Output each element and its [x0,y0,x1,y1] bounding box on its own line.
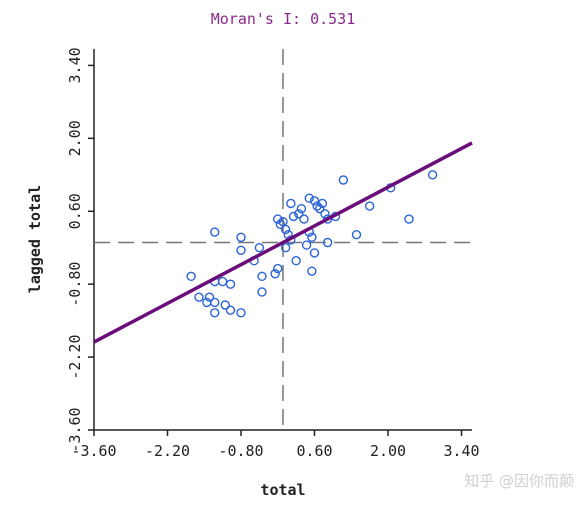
data-point [312,201,322,211]
data-point [351,229,362,240]
axes [88,49,472,436]
data-point [257,271,267,282]
data-point [236,245,246,256]
x-tick-label: -2.20 [145,442,190,460]
data-point [254,243,265,253]
data-point [225,305,236,315]
y-tick-label: 0.60 [66,193,84,229]
data-point [273,214,283,224]
data-point [210,297,220,308]
x-tick-label: 3.40 [443,442,479,460]
data-point [210,227,220,237]
data-point [236,308,246,318]
data-point [404,214,414,224]
watermark: 知乎 @因你而颠 [464,472,574,490]
x-tick-label: -3.60 [71,442,116,460]
data-point [204,292,215,302]
data-point [291,256,301,266]
data-point [315,203,325,214]
x-tick-label: 0.60 [296,442,332,460]
data-points [186,170,438,318]
data-point [322,237,333,248]
data-point [273,263,283,274]
x-tick-label: 2.00 [370,442,406,460]
data-point [317,198,328,209]
data-point [338,175,349,185]
data-point [320,209,330,219]
data-point [225,279,236,289]
regression-line-group [93,141,473,344]
data-point [427,170,438,180]
data-point [280,224,291,235]
y-tick-label: -2.20 [66,335,84,380]
data-point [294,209,304,219]
data-point [220,300,230,310]
y-tick-label: 3.40 [66,47,84,83]
reference-lines [94,49,472,430]
data-point [286,198,296,209]
data-point [257,287,267,297]
data-point [304,193,314,203]
data-point [210,308,220,318]
data-point [194,292,204,302]
data-point [270,269,280,279]
y-tick-label: -3.60 [66,407,84,452]
data-point [186,271,196,282]
data-point [296,203,307,214]
data-point [301,240,312,250]
x-tick-label: -0.80 [218,442,263,460]
data-point [307,266,317,276]
y-tick-label: 2.00 [66,120,84,156]
data-point [299,214,309,224]
regression-line [93,141,473,344]
data-point [288,211,299,222]
chart-title: Moran's I: 0.531 [211,10,356,28]
data-point [307,232,317,242]
tick-labels: -3.60 -2.20 -0.80 0.60 2.00 3.40 -3.60 -2.20 -0.… [66,47,480,460]
y-axis-label: lagged total [26,185,44,293]
data-point [309,248,320,258]
data-point [280,243,291,253]
data-point [236,232,246,242]
data-point [275,219,286,229]
data-point [217,276,228,287]
y-tick-label: -0.80 [66,262,84,307]
x-axis-label: total [260,481,305,499]
data-point [364,201,375,211]
